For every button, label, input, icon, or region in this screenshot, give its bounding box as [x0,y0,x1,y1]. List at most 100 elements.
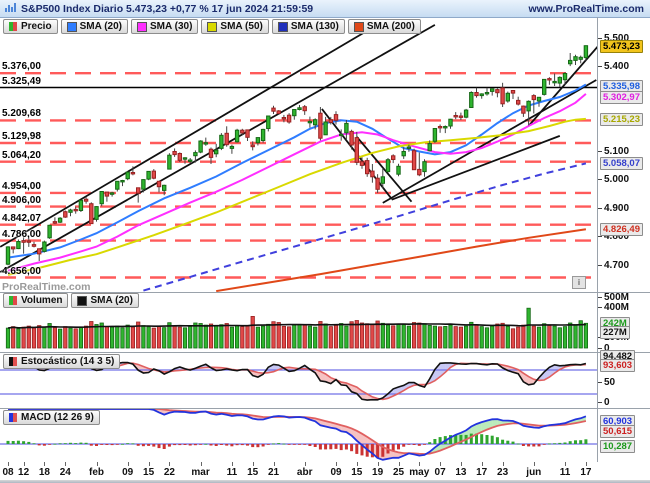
axis-separator [597,17,598,462]
time-axis-label: jun [526,467,542,478]
panel-separator[interactable] [0,292,650,293]
time-axis-label: 13 [455,467,467,478]
volume-axis-tick-mark [598,296,602,298]
volume-axis-tick: 0 [604,342,610,354]
legend-label: Precio [21,21,52,32]
prorealtime-url[interactable]: www.ProRealTime.com [528,2,644,15]
legend-chip-sma-20-[interactable]: SMA (20) [60,19,128,34]
legend-chip-sma-200-[interactable]: SMA (200) [347,19,421,34]
time-axis-tickmark [96,462,98,466]
time-axis-tickmark [127,462,129,466]
level-label: 5.376,00 [2,61,41,73]
time-axis-label: may [409,467,430,478]
volume-legend-swatch-icon [9,296,18,305]
legend-chip-sma-50-[interactable]: SMA (50) [201,19,269,34]
legend-label: SMA (30) [150,21,193,32]
time-axis-tickmark [585,462,587,466]
time-axis-label: 21 [267,467,280,478]
time-axis-tickmark [356,462,358,466]
time-axis-tickmark [460,462,462,466]
price-axis-tick: 4.800 [604,231,630,243]
time-axis-tickmark [169,462,171,466]
time-axis-label: 18 [38,467,50,478]
volume-axis-tick-mark [598,306,602,308]
time-axis-label: 08 [2,467,14,478]
stoch-axis-tick: 0 [604,396,610,408]
volume-chart-canvas[interactable] [0,292,597,352]
time-axis-tickmark [273,462,275,466]
time-axis-tickmark [65,462,67,466]
stochastic-legend-row: Estocástico (14 3 5) [3,354,121,369]
time-axis-tickmark [398,462,400,466]
price-axis-tick: 5.100 [604,146,630,157]
price-axis-tick-mark [598,236,602,238]
time-axis-label: 15 [247,467,259,478]
level-label: 4.954,00 [2,180,41,192]
macd-chart-canvas[interactable] [0,408,597,462]
price-value-label: 4.826,49 [600,223,643,236]
time-axis-label: 23 [497,467,509,478]
info-icon[interactable]: i [572,276,586,289]
time-axis-label: 11 [559,467,571,478]
price-chart-canvas[interactable] [0,17,597,292]
legend-label: SMA (20) [79,21,122,32]
legend-chip-sma-30-[interactable]: SMA (30) [131,19,199,34]
time-axis-tickmark [481,462,483,466]
legend-chip-sma-130-[interactable]: SMA (130) [271,19,345,34]
time-axis-tickmark [231,462,233,466]
legend-label: Estocástico (14 3 5) [21,356,115,367]
chart-header: S&P500 Index Diario 5.473,23 +0,77 % 17 … [0,0,650,18]
legend-chip-estoc-stico-14-3-5-[interactable]: Estocástico (14 3 5) [3,354,121,369]
price-axis-tick: 5.000 [604,174,630,186]
price-axis-tick-mark [598,37,602,39]
price-value-label: 5.473,23 [600,40,643,53]
time-axis-label: feb [89,467,104,478]
volume-value-label: 227M [600,326,630,339]
time-axis-tickmark [419,462,421,466]
legend-chip-volumen[interactable]: Volumen [3,293,69,308]
time-axis-tickmark [533,462,535,466]
stoch-axis-tick-mark [598,381,602,383]
time-axis-tickmark [440,462,442,466]
panel-separator[interactable] [0,408,650,409]
price-legend-row: Precio SMA (20) SMA (30) SMA (50) SMA (130) S… [3,19,421,34]
level-label: 5.209,68 [2,108,41,120]
time-axis-tickmark [148,462,150,466]
time-axis-tickmark [8,462,9,466]
price-axis-tick: 4.700 [604,259,630,271]
level-label: 5.064,20 [2,149,41,161]
level-label: 4.906,00 [2,194,41,206]
legend-label: SMA (50) [220,21,263,32]
legend-chip-macd-12-26-9-[interactable]: MACD (12 26 9) [3,410,100,425]
panel-separator[interactable] [0,352,650,353]
window-bottom-edge [0,480,650,483]
legend-chip-precio[interactable]: Precio [3,19,58,34]
price-axis-tick-mark [598,65,602,67]
legend-label: SMA (20) [90,295,133,306]
stoch-axis-tick-mark [598,401,602,403]
volume-legend-swatch-icon [77,295,88,306]
time-axis-label: 22 [163,467,175,478]
price-value-label: 5.215,23 [600,113,643,126]
level-label: 5.129,98 [2,131,41,142]
price-value-label: 5.302,97 [600,91,643,104]
time-axis[interactable]: 08 12 18 24 feb 09 15 22 mar 11 15 21 abr 09 15 19 25 may… [0,462,650,480]
time-axis-label: 25 [392,467,405,478]
price-axis-tick-mark [598,179,602,181]
time-axis-label: 17 [580,467,592,478]
time-axis-tickmark [304,462,306,466]
time-axis-label: mar [191,467,210,478]
price-legend-swatch-icon [353,21,364,32]
legend-chip-sma-20-[interactable]: SMA (20) [71,293,139,308]
legend-label: Volumen [21,295,63,306]
time-axis-tickmark [252,462,254,466]
volume-axis-tick: 400M [604,301,630,313]
macd-value-label: 50,615 [600,425,636,438]
volume-axis-tick: 500M [604,291,630,303]
price-legend-swatch-icon [9,22,18,31]
level-label: 4.842,07 [2,212,41,224]
time-axis-label: 19 [372,467,384,478]
time-axis-label: 24 [59,467,71,478]
volume-axis-tick-mark [598,347,602,349]
